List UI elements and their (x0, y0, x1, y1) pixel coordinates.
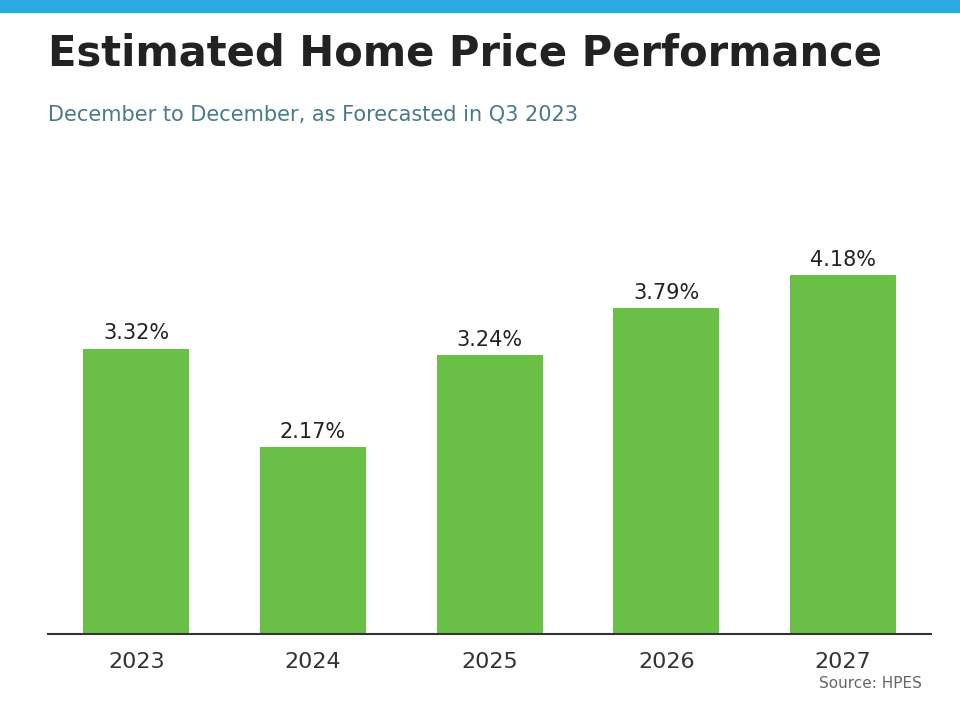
Text: 2.17%: 2.17% (280, 422, 346, 442)
Bar (84, 348, 189, 634)
Text: Estimated Home Price Performance: Estimated Home Price Performance (48, 32, 882, 74)
Text: December to December, as Forecasted in Q3 2023: December to December, as Forecasted in Q… (48, 104, 578, 125)
Text: 3.32%: 3.32% (104, 323, 169, 343)
Text: 3.79%: 3.79% (633, 283, 700, 303)
Bar (437, 356, 542, 634)
Bar (260, 447, 366, 634)
Text: 4.18%: 4.18% (810, 250, 876, 269)
Bar (613, 308, 719, 634)
Bar (790, 275, 896, 634)
Text: 3.24%: 3.24% (457, 330, 522, 351)
Text: Source: HPES: Source: HPES (819, 676, 922, 691)
